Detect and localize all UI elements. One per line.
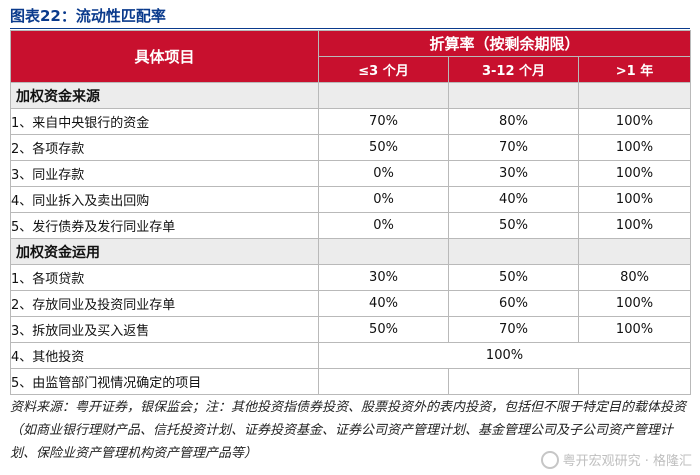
rate-cell: 30% bbox=[318, 264, 449, 291]
rate-cell bbox=[318, 368, 449, 395]
table-row: 4、同业拆入及卖出回购 0% 40% 100% bbox=[10, 186, 692, 213]
rate-cell: 50% bbox=[448, 264, 579, 291]
table-row: 4、其他投资 100% bbox=[10, 342, 692, 369]
rate-cell: 0% bbox=[318, 186, 449, 213]
rate-group-header: 折算率（按剩余期限） bbox=[317, 30, 692, 57]
rate-cell: 100% bbox=[577, 212, 692, 239]
rate-cell: 60% bbox=[448, 290, 579, 317]
section-empty-cell bbox=[577, 238, 692, 265]
table-row: 5、由监管部门视情况确定的项目 bbox=[10, 368, 692, 395]
table-body: 加权资金来源 1、来自中央银行的资金 70% 80% 100% 2、各项存款 50% 70% 1… bbox=[10, 82, 692, 395]
table-row: 1、各项贷款 30% 50% 80% bbox=[10, 264, 692, 291]
rate-cell: 0% bbox=[318, 160, 449, 187]
row-item-label: 2、各项存款 bbox=[10, 134, 319, 161]
rate-cell: 70% bbox=[318, 108, 449, 135]
row-item-label: 3、拆放同业及买入返售 bbox=[10, 316, 319, 343]
figure-title: 图表22：流动性匹配率 bbox=[10, 7, 166, 25]
col-header-0: ≤3 个月 bbox=[318, 56, 449, 83]
source-footnote: 资料来源：粤开证券，银保监会；注：其他投资指债券投资、股票投资外的表内投资，包括… bbox=[10, 400, 687, 461]
rate-cell: 50% bbox=[318, 134, 449, 161]
rate-cell: 100% bbox=[577, 316, 692, 343]
rate-cell: 70% bbox=[448, 134, 579, 161]
title-rule bbox=[10, 28, 690, 29]
section-row: 加权资金来源 bbox=[10, 82, 692, 109]
table-row: 3、拆放同业及买入返售 50% 70% 100% bbox=[10, 316, 692, 343]
rate-cell: 100% bbox=[577, 134, 692, 161]
table-row: 1、来自中央银行的资金 70% 80% 100% bbox=[10, 108, 692, 135]
section-empty-cell bbox=[448, 82, 579, 109]
row-item-label: 1、来自中央银行的资金 bbox=[10, 108, 319, 135]
rate-cell: 70% bbox=[448, 316, 579, 343]
rate-cell: 100% bbox=[577, 186, 692, 213]
row-item-label: 5、发行债券及发行同业存单 bbox=[10, 212, 319, 239]
row-item-label: 2、存放同业及投资同业存单 bbox=[10, 290, 319, 317]
rate-cell: 80% bbox=[577, 264, 692, 291]
table-row: 3、同业存款 0% 30% 100% bbox=[10, 160, 692, 187]
section-label: 加权资金运用 bbox=[10, 238, 319, 265]
rate-cell: 100% bbox=[577, 160, 692, 187]
row-item-label: 4、其他投资 bbox=[10, 342, 319, 369]
watermark-logo-icon bbox=[540, 450, 559, 469]
section-empty-cell bbox=[448, 238, 579, 265]
rate-cell: 40% bbox=[448, 186, 579, 213]
liquidity-match-table: 具体项目 折算率（按剩余期限） ≤3 个月 3-12 个月 >1 年 加权资金来… bbox=[10, 30, 692, 395]
rate-cell bbox=[577, 368, 692, 395]
section-label: 加权资金来源 bbox=[10, 82, 319, 109]
rate-cell: 100% bbox=[577, 108, 692, 135]
item-header: 具体项目 bbox=[10, 30, 319, 83]
watermark-text: 粤开宏观研究 · 格隆汇 bbox=[562, 454, 692, 469]
col-header-2: >1 年 bbox=[577, 56, 692, 83]
rate-cell: 80% bbox=[448, 108, 579, 135]
merged-rate-cell: 100% bbox=[317, 342, 692, 369]
row-item-label: 1、各项贷款 bbox=[10, 264, 319, 291]
rate-cell: 50% bbox=[318, 316, 449, 343]
table-row: 2、存放同业及投资同业存单 40% 60% 100% bbox=[10, 290, 692, 317]
table-row: 2、各项存款 50% 70% 100% bbox=[10, 134, 692, 161]
rate-cell: 100% bbox=[577, 290, 692, 317]
rate-cell: 0% bbox=[318, 212, 449, 239]
row-item-label: 5、由监管部门视情况确定的项目 bbox=[10, 368, 319, 395]
row-item-label: 4、同业拆入及卖出回购 bbox=[10, 186, 319, 213]
table-row: 5、发行债券及发行同业存单 0% 50% 100% bbox=[10, 212, 692, 239]
rate-cell: 50% bbox=[448, 212, 579, 239]
section-empty-cell bbox=[577, 82, 692, 109]
rate-cell: 40% bbox=[318, 290, 449, 317]
col-header-1: 3-12 个月 bbox=[448, 56, 579, 83]
rate-cell bbox=[448, 368, 579, 395]
watermark: 粤开宏观研究 · 格隆汇 bbox=[540, 450, 692, 469]
row-item-label: 3、同业存款 bbox=[10, 160, 319, 187]
section-empty-cell bbox=[318, 82, 449, 109]
section-row: 加权资金运用 bbox=[10, 238, 692, 265]
section-empty-cell bbox=[318, 238, 449, 265]
rate-cell: 30% bbox=[448, 160, 579, 187]
